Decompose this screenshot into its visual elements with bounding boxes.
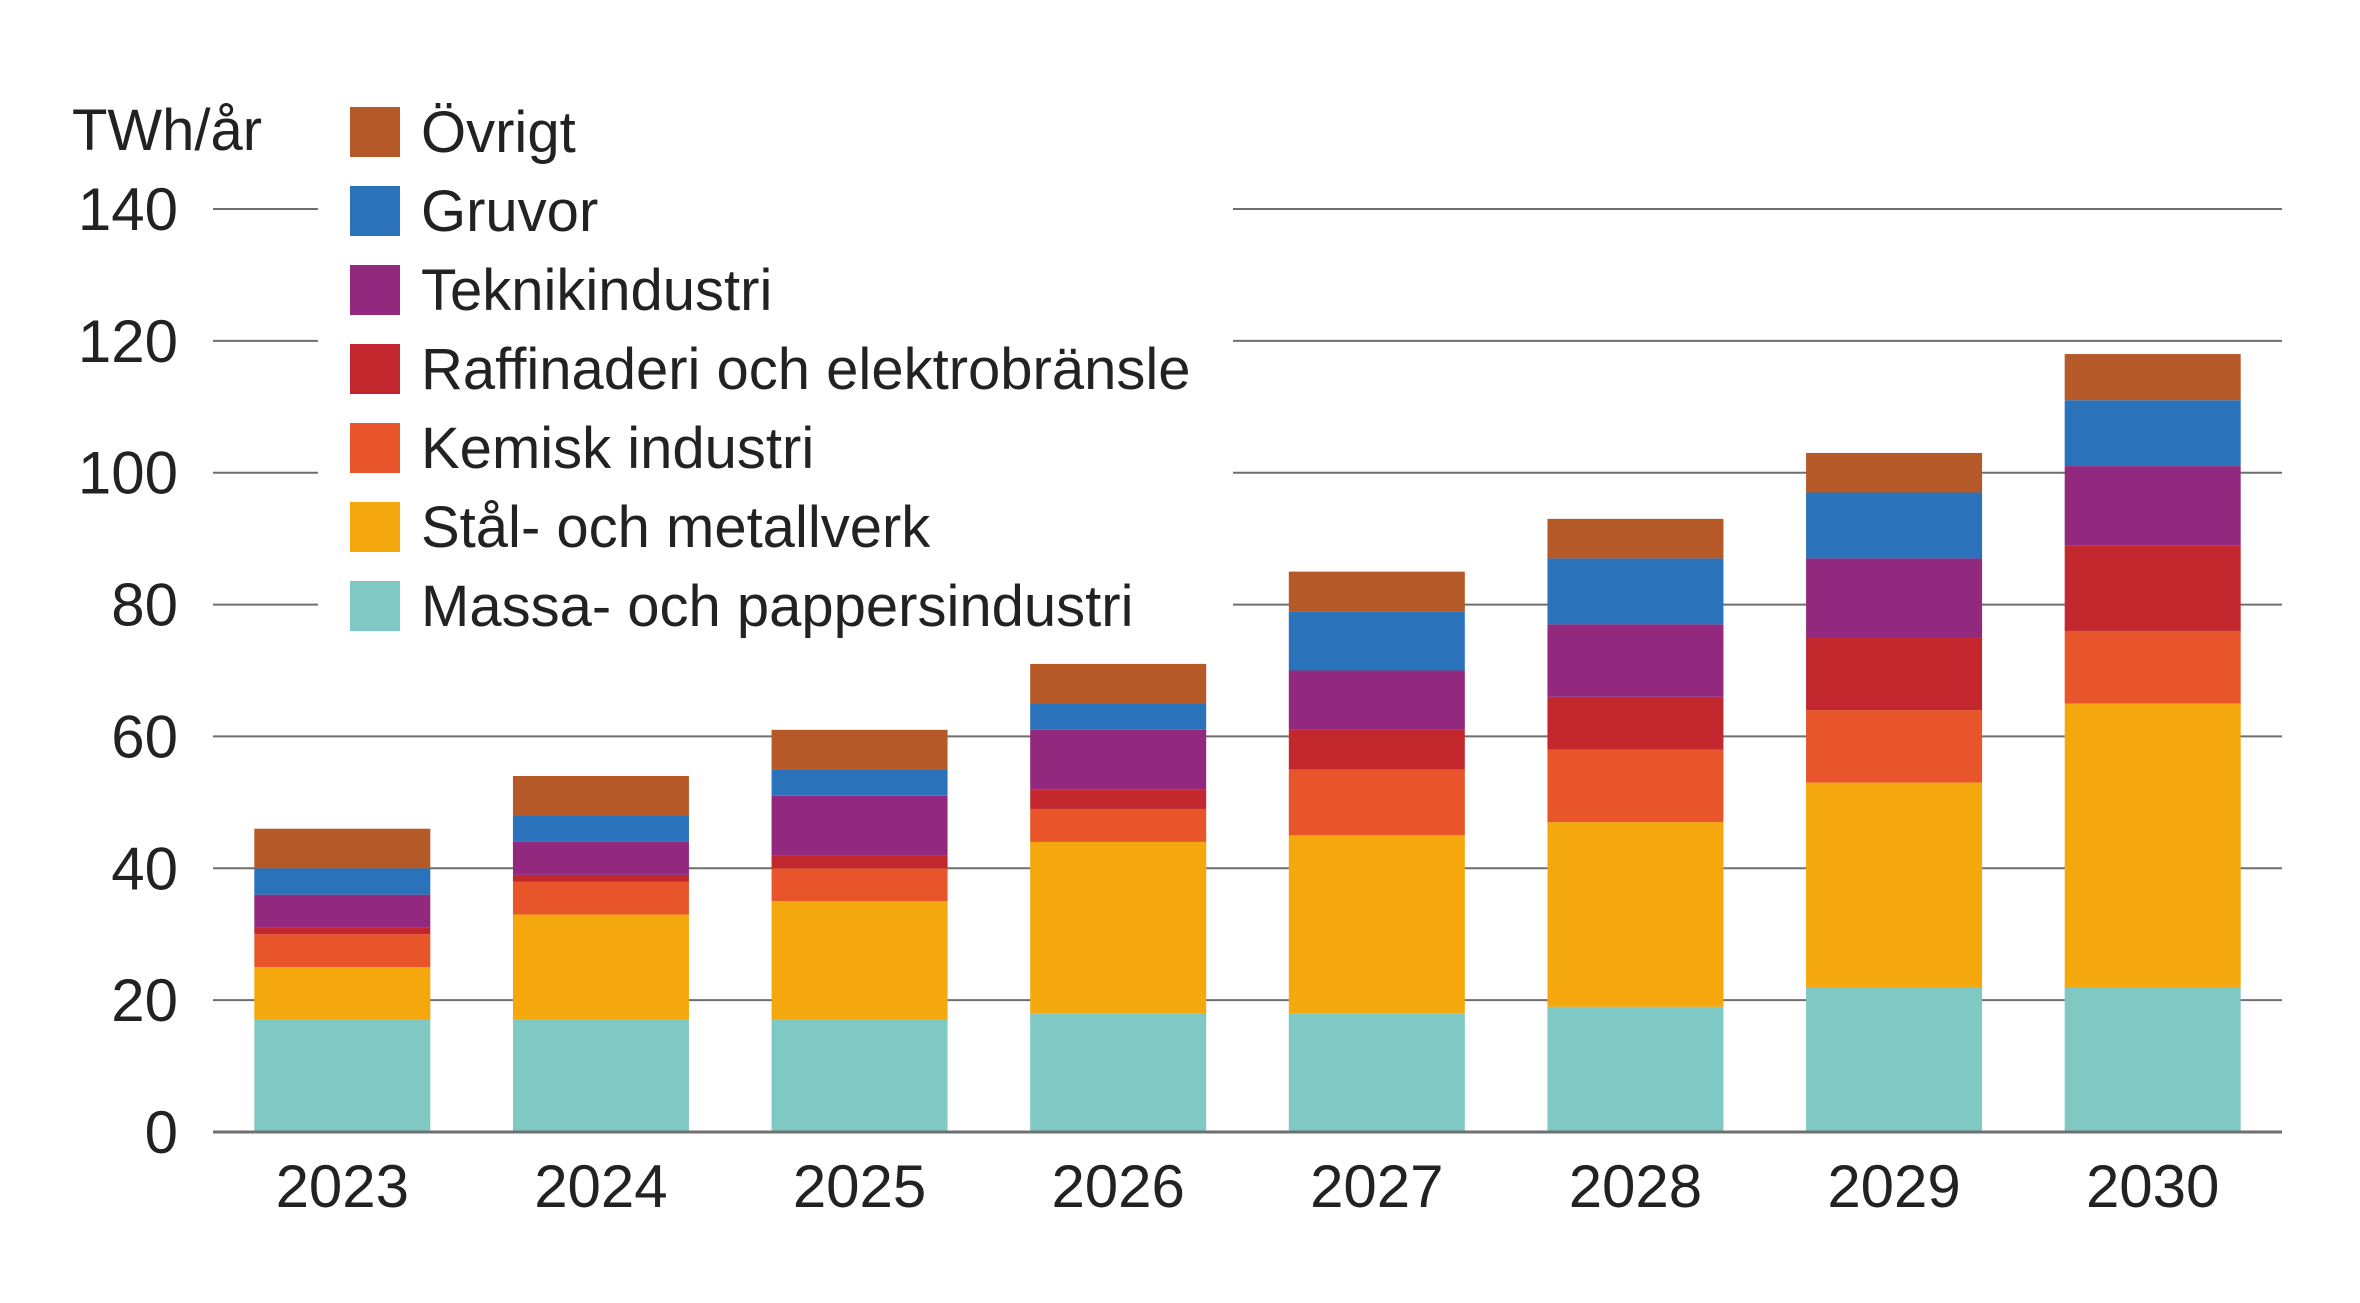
- bar-segment: [771, 1019, 948, 1132]
- bar-segment: [1288, 729, 1465, 770]
- bar-segment: [512, 841, 689, 875]
- legend-swatch: [350, 581, 400, 631]
- legend-swatch: [350, 265, 400, 315]
- x-tick-label: 2029: [1827, 1153, 1960, 1220]
- bar-segment: [1547, 822, 1724, 1007]
- bar-segment: [254, 927, 431, 935]
- bar-segment: [771, 855, 948, 869]
- legend-swatch: [350, 502, 400, 552]
- x-tick-label: 2030: [2086, 1153, 2219, 1220]
- bar-segment: [771, 901, 948, 1020]
- legend-label: Raffinaderi och elektrobränsle: [421, 337, 1191, 402]
- bar-segment: [771, 795, 948, 856]
- bar-segment: [1030, 841, 1207, 1014]
- y-tick-label: 40: [111, 835, 178, 902]
- bar-segment: [512, 874, 689, 882]
- bar-segment: [771, 769, 948, 796]
- bar-segment: [1806, 782, 1983, 987]
- bar-segment: [2064, 400, 2241, 467]
- legend-label: Gruvor: [421, 179, 598, 244]
- y-tick-label: 0: [145, 1099, 178, 1166]
- bar-segment: [1547, 518, 1724, 559]
- bar-segment: [1806, 637, 1983, 711]
- legend-background: [318, 92, 1233, 637]
- bar-segment: [1806, 492, 1983, 559]
- bar-segment: [1030, 729, 1207, 790]
- bars-layer: [254, 354, 2241, 1132]
- bar-segment: [771, 868, 948, 902]
- bar-segment: [2064, 986, 2241, 1132]
- bar-segment: [1806, 986, 1983, 1132]
- y-tick-label: 140: [78, 176, 178, 243]
- bar-segment: [1547, 696, 1724, 750]
- y-axis-unit-label: TWh/år: [72, 98, 262, 163]
- bar-segment: [1547, 749, 1724, 823]
- axis-layer: 0 20 40 60 80 100 120 140 2023 2024 2025 2026 2027 20…: [78, 176, 2282, 1220]
- legend-layer: Övrigt Gruvor Teknikindustri Raffinaderi oc…: [318, 92, 1233, 639]
- bar-segment: [1288, 670, 1465, 730]
- bar-segment: [2064, 466, 2241, 546]
- y-tick-label: 80: [111, 572, 178, 639]
- legend-label: Teknikindustri: [421, 258, 772, 323]
- legend-label: Massa- och pappersindustri: [421, 574, 1133, 639]
- bar-segment: [1547, 1006, 1724, 1132]
- y-tick-label: 100: [78, 440, 178, 507]
- bar-segment: [512, 914, 689, 1020]
- bar-segment: [1288, 835, 1465, 1014]
- legend-swatch: [350, 107, 400, 157]
- bar-segment: [2064, 703, 2241, 987]
- bar-segment: [1806, 710, 1983, 783]
- bar-segment: [2064, 354, 2241, 401]
- bar-segment: [254, 967, 431, 1020]
- bar-segment: [1030, 703, 1207, 730]
- legend-swatch: [350, 423, 400, 473]
- bar-segment: [1288, 1013, 1465, 1132]
- bar-segment: [254, 868, 431, 895]
- bar-segment: [1547, 624, 1724, 697]
- bar-segment: [254, 1019, 431, 1132]
- bar-segment: [254, 828, 431, 869]
- bar-segment: [1030, 663, 1207, 704]
- bar-segment: [512, 881, 689, 915]
- x-tick-label: 2027: [1310, 1153, 1443, 1220]
- bar-segment: [1806, 452, 1983, 493]
- y-tick-label: 60: [111, 703, 178, 770]
- x-tick-label: 2023: [276, 1153, 409, 1220]
- bar-segment: [1288, 611, 1465, 671]
- legend-swatch: [350, 344, 400, 394]
- x-tick-label: 2026: [1051, 1153, 1184, 1220]
- legend-label: Övrigt: [421, 100, 576, 165]
- legend-label: Kemisk industri: [421, 416, 814, 481]
- legend-label: Stål- och metallverk: [421, 495, 931, 560]
- bar-segment: [1030, 808, 1207, 842]
- bar-segment: [771, 729, 948, 770]
- x-tick-label: 2024: [534, 1153, 667, 1220]
- bar-segment: [1547, 558, 1724, 625]
- y-tick-label: 20: [111, 967, 178, 1034]
- bar-segment: [1288, 769, 1465, 836]
- bar-segment: [1030, 789, 1207, 809]
- bar-segment: [512, 1019, 689, 1132]
- bar-segment: [512, 775, 689, 816]
- bar-segment: [2064, 630, 2241, 704]
- bar-segment: [2064, 545, 2241, 631]
- bar-segment: [1030, 1013, 1207, 1132]
- bar-segment: [1806, 558, 1983, 638]
- bar-segment: [1288, 571, 1465, 612]
- x-tick-label: 2028: [1569, 1153, 1702, 1220]
- bar-segment: [254, 894, 431, 928]
- x-tick-label: 2025: [793, 1153, 926, 1220]
- bar-segment: [254, 934, 431, 968]
- legend-swatch: [350, 186, 400, 236]
- y-tick-label: 120: [78, 308, 178, 375]
- bar-segment: [512, 815, 689, 842]
